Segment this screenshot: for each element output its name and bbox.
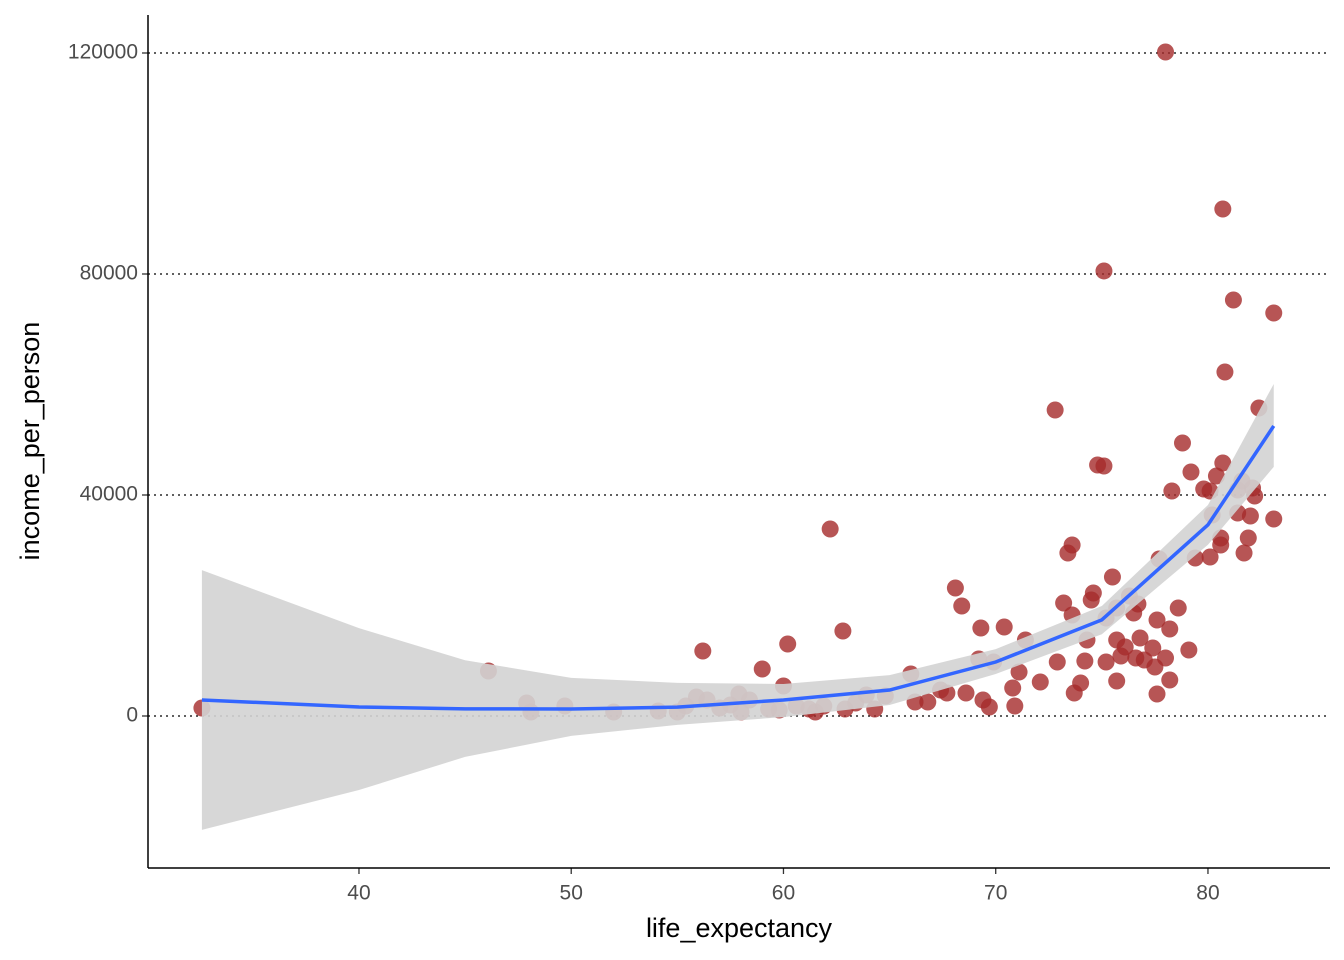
point — [1063, 536, 1081, 554]
confidence-band — [201, 383, 1274, 830]
point — [1161, 620, 1179, 638]
x-tick-label: 70 — [984, 882, 1007, 905]
point — [834, 622, 852, 640]
point — [1216, 363, 1234, 381]
point — [946, 579, 964, 597]
point — [1265, 304, 1283, 322]
point — [1157, 43, 1175, 61]
point — [1180, 641, 1198, 659]
point — [1010, 663, 1028, 681]
point — [1103, 568, 1121, 586]
point — [1214, 454, 1232, 472]
point — [1212, 536, 1230, 554]
y-tick-label: 120000 — [68, 41, 138, 64]
point — [1144, 639, 1162, 657]
x-tick-label: 60 — [772, 882, 795, 905]
point — [995, 618, 1013, 636]
point — [919, 693, 937, 711]
point — [1265, 510, 1283, 528]
smooth-line — [201, 424, 1276, 711]
point — [1157, 649, 1175, 667]
point — [1046, 401, 1064, 419]
point — [1201, 548, 1219, 566]
x-tick-label: 40 — [347, 882, 370, 905]
x-tick-label: 80 — [1196, 882, 1219, 905]
point — [1006, 697, 1024, 715]
y-tick-label: 40000 — [80, 483, 138, 506]
y-axis-title: income_per_person — [15, 322, 45, 561]
point — [1239, 529, 1257, 547]
point — [1031, 673, 1049, 691]
point — [1095, 262, 1113, 280]
point — [1004, 679, 1022, 697]
point — [779, 635, 797, 653]
point — [694, 642, 712, 660]
point — [957, 684, 975, 702]
point — [1116, 638, 1134, 656]
point — [1131, 629, 1149, 647]
point — [1173, 434, 1191, 452]
point — [1163, 482, 1181, 500]
point — [1072, 674, 1090, 692]
point — [1169, 599, 1187, 617]
point — [1214, 200, 1232, 218]
point — [821, 520, 839, 538]
x-tick-label: 50 — [560, 882, 583, 905]
point — [1161, 671, 1179, 689]
point — [753, 660, 771, 678]
point — [953, 597, 971, 615]
y-tick-label: 80000 — [80, 262, 138, 285]
point — [1148, 685, 1166, 703]
point — [1055, 594, 1073, 612]
point — [1076, 652, 1094, 670]
point — [1095, 457, 1113, 475]
point — [980, 698, 998, 716]
point — [1097, 653, 1115, 671]
point — [1084, 584, 1102, 602]
x-axis-title: life_expectancy — [646, 913, 833, 943]
point — [1048, 653, 1066, 671]
point — [1182, 463, 1200, 481]
point — [1235, 544, 1253, 562]
point — [972, 619, 990, 637]
point — [1108, 672, 1126, 690]
y-tick-label: 0 — [126, 704, 138, 727]
point — [1207, 467, 1225, 485]
point — [1224, 291, 1242, 309]
point — [1241, 507, 1259, 525]
point — [1148, 611, 1166, 629]
